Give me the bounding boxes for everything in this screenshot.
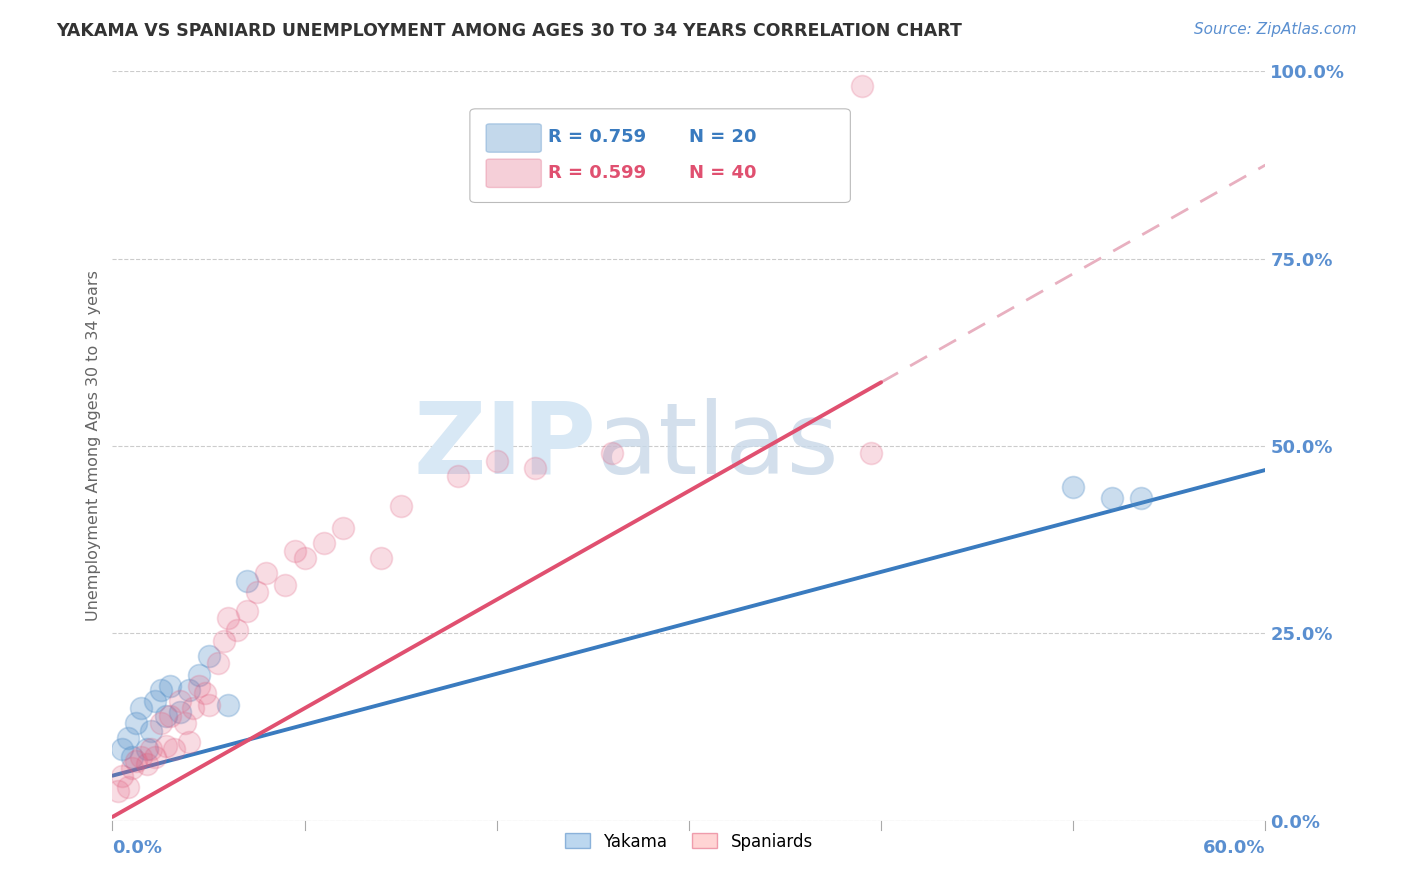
Point [139,742,162,756]
Point [143,750,166,764]
Point [155,708,177,723]
Point [226,623,249,637]
Point [159,679,181,693]
Point [312,536,335,550]
Point [197,698,219,712]
Point [294,551,316,566]
Text: N = 20: N = 20 [689,128,756,145]
Point [1101,491,1123,506]
Point [136,742,159,756]
Point [197,648,219,663]
Point [236,574,259,588]
Point [169,705,191,719]
Y-axis label: Unemployment Among Ages 30 to 34 years: Unemployment Among Ages 30 to 34 years [86,270,101,622]
FancyBboxPatch shape [470,109,851,202]
Point [389,499,412,513]
Point [143,694,166,708]
Point [236,604,259,618]
Point [117,731,139,746]
Point [860,446,883,460]
Point [217,611,239,625]
Point [181,701,204,715]
Point [149,716,172,731]
Text: Source: ZipAtlas.com: Source: ZipAtlas.com [1194,22,1357,37]
Point [254,566,277,581]
Point [370,551,392,566]
Point [136,757,159,772]
Point [117,780,139,794]
Point [485,454,508,468]
Point [121,761,143,775]
Point [124,754,146,768]
Point [246,585,269,599]
Point [524,461,547,475]
Point [169,694,191,708]
Text: atlas: atlas [596,398,838,494]
FancyBboxPatch shape [486,124,541,153]
Point [139,723,162,738]
Text: 60.0%: 60.0% [1204,839,1265,857]
Point [332,521,354,535]
Legend: Yakama, Spaniards: Yakama, Spaniards [558,826,820,857]
Text: N = 40: N = 40 [689,163,756,181]
FancyBboxPatch shape [486,159,541,187]
Point [600,446,623,460]
Point [111,742,134,756]
Point [207,657,229,671]
Text: R = 0.599: R = 0.599 [548,163,647,181]
Text: R = 0.759: R = 0.759 [548,128,647,145]
Text: YAKAMA VS SPANIARD UNEMPLOYMENT AMONG AGES 30 TO 34 YEARS CORRELATION CHART: YAKAMA VS SPANIARD UNEMPLOYMENT AMONG AG… [56,22,962,40]
Point [274,577,297,591]
Point [284,544,307,558]
Point [179,682,201,697]
Point [129,750,153,764]
Text: 0.0%: 0.0% [112,839,163,857]
Point [174,716,197,731]
Text: ZIP: ZIP [413,398,596,494]
Point [194,686,217,700]
Point [447,469,470,483]
Point [149,682,172,697]
Point [1129,491,1152,506]
Point [217,698,239,712]
Point [129,701,153,715]
Point [179,735,201,749]
Point [107,783,129,797]
Point [212,633,235,648]
Point [188,667,211,681]
Point [124,716,146,731]
Point [159,708,181,723]
Point [851,79,873,94]
Point [155,739,177,753]
Point [163,742,186,756]
Point [111,769,134,783]
Point [188,679,211,693]
Point [1062,480,1084,494]
Point [121,750,143,764]
